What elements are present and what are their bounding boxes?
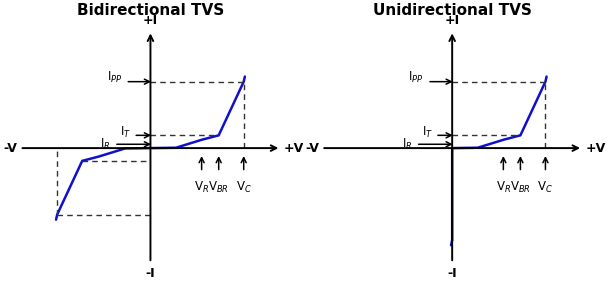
Text: V$_C$: V$_C$ (236, 180, 252, 195)
Text: -I: -I (448, 267, 457, 280)
Text: I$_R$: I$_R$ (100, 137, 111, 152)
Text: V$_{BR}$: V$_{BR}$ (510, 180, 531, 195)
Text: -V: -V (305, 142, 319, 154)
Text: V$_C$: V$_C$ (538, 180, 554, 195)
Text: V$_R$: V$_R$ (496, 180, 511, 195)
Text: I$_{PP}$: I$_{PP}$ (408, 70, 424, 85)
Text: I$_T$: I$_T$ (120, 125, 131, 140)
Text: +I: +I (143, 14, 158, 27)
Title: Unidirectional TVS: Unidirectional TVS (373, 3, 532, 18)
Text: V$_{BR}$: V$_{BR}$ (208, 180, 229, 195)
Text: +V: +V (284, 142, 304, 154)
Text: I$_R$: I$_R$ (402, 137, 412, 152)
Text: -I: -I (146, 267, 155, 280)
Text: +I: +I (445, 14, 460, 27)
Text: I$_{PP}$: I$_{PP}$ (107, 70, 122, 85)
Text: +V: +V (585, 142, 605, 154)
Text: -V: -V (4, 142, 18, 154)
Title: Bidirectional TVS: Bidirectional TVS (77, 3, 224, 18)
Text: V$_R$: V$_R$ (194, 180, 209, 195)
Text: I$_T$: I$_T$ (421, 125, 433, 140)
